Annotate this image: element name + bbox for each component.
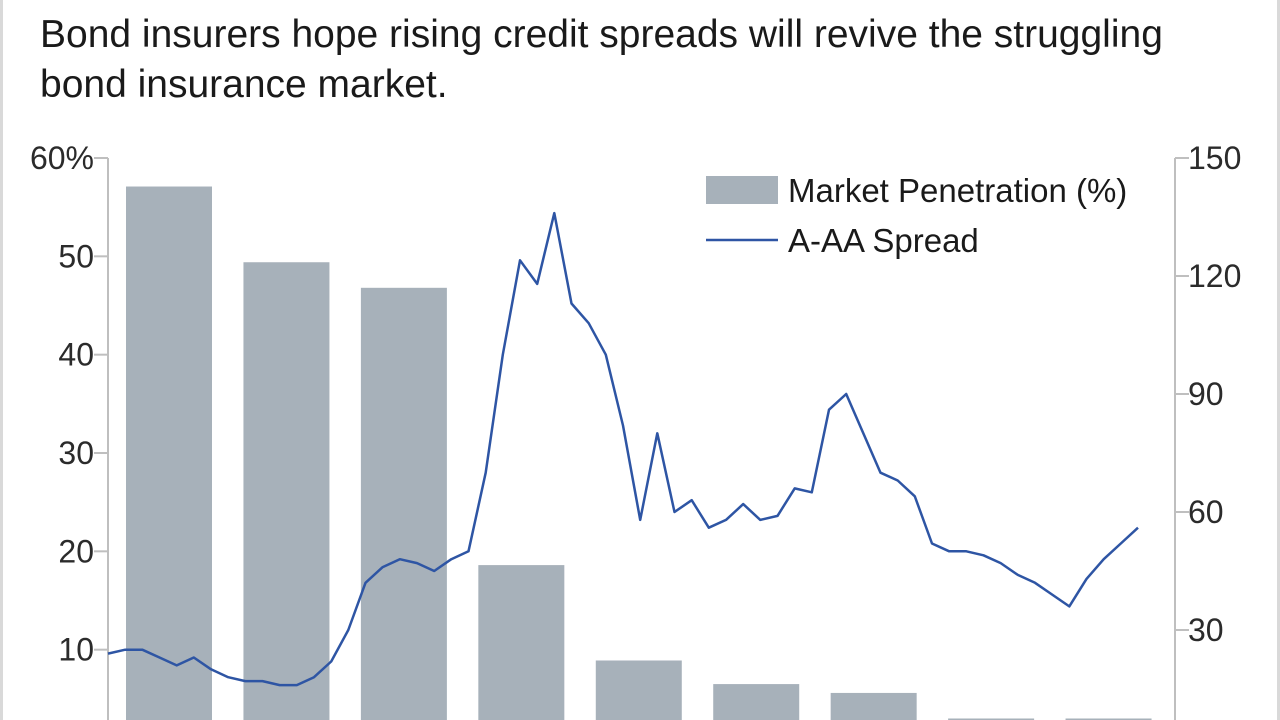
chart-subtitle: Bond insurers hope rising credit spreads… [40, 13, 1163, 106]
right-tick-label: 60 [1188, 494, 1224, 530]
frame-left-border [0, 0, 3, 720]
left-tick-label: 40 [58, 337, 94, 373]
left-tick-label: 20 [58, 533, 94, 569]
bar [478, 565, 565, 720]
bar [948, 718, 1035, 720]
legend-label-spread: A-AA Spread [788, 222, 979, 259]
right-tick-label: 120 [1188, 258, 1241, 294]
left-tick-label: 30 [58, 435, 94, 471]
bar [126, 186, 212, 720]
legend-bar-swatch [706, 176, 778, 204]
right-tick-label: 150 [1188, 140, 1241, 176]
frame-right-border [1277, 0, 1280, 720]
bar [713, 684, 800, 720]
bar [830, 692, 917, 720]
bar [360, 287, 447, 720]
left-tick-label: 10 [58, 632, 94, 668]
left-tick-label: 50 [58, 238, 94, 274]
left-tick-label: 60% [30, 140, 94, 176]
legend-label-penetration: Market Penetration (%) [788, 172, 1127, 209]
spread-line [107, 211, 1139, 687]
right-tick-label: 90 [1188, 376, 1224, 412]
right-tick-label: 30 [1188, 612, 1224, 648]
bar [595, 660, 682, 720]
bar [243, 262, 330, 720]
bar [1065, 718, 1152, 720]
